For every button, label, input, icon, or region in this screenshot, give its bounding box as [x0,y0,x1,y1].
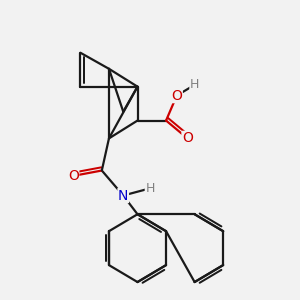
Text: O: O [171,88,182,103]
Text: O: O [68,169,79,183]
Text: H: H [145,182,155,195]
Text: N: N [118,188,128,203]
Text: H: H [190,78,199,92]
Text: O: O [182,131,193,146]
